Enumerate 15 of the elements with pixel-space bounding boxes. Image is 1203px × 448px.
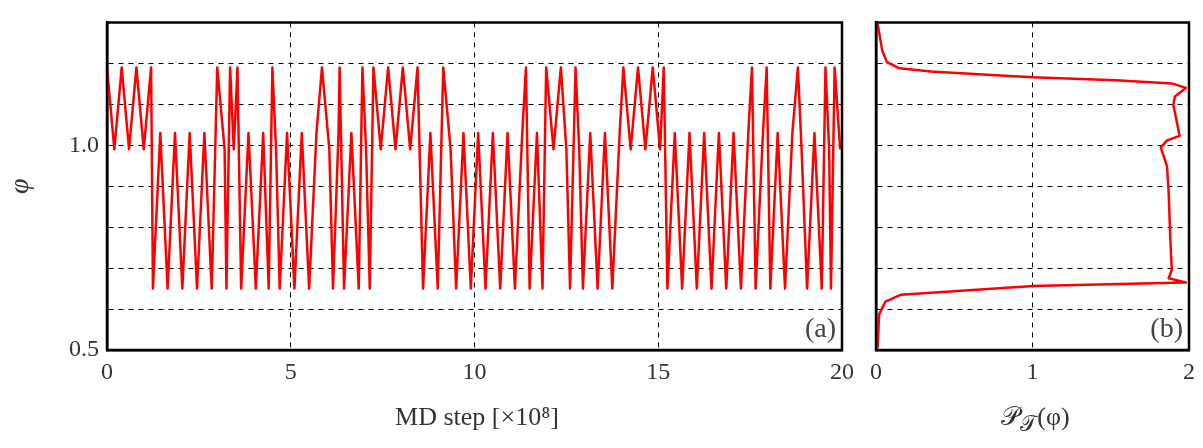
annotation: (b) xyxy=(1150,312,1183,344)
annotation: (a) xyxy=(804,312,836,344)
x-tick-label: 15 xyxy=(646,357,671,384)
x-tick-label: 0 xyxy=(101,357,113,384)
x-tick-label: 0 xyxy=(870,357,882,384)
y-tick-label: 1.0 xyxy=(69,130,99,157)
y-axis-title: φ xyxy=(3,178,35,194)
y-tick-label: 0.5 xyxy=(69,335,99,362)
x-axis-title: 𝒫$_{𝒯}$(φ) xyxy=(1001,402,1070,438)
x-tick-label: 5 xyxy=(284,357,297,384)
x-axis-title: MD step [×10⁸] xyxy=(395,402,559,432)
x-tick-label: 2 xyxy=(1183,357,1195,384)
x-tick-label: 1 xyxy=(1026,357,1039,384)
x-tick-label: 20 xyxy=(830,357,854,384)
x-tick-label: 10 xyxy=(462,357,487,384)
